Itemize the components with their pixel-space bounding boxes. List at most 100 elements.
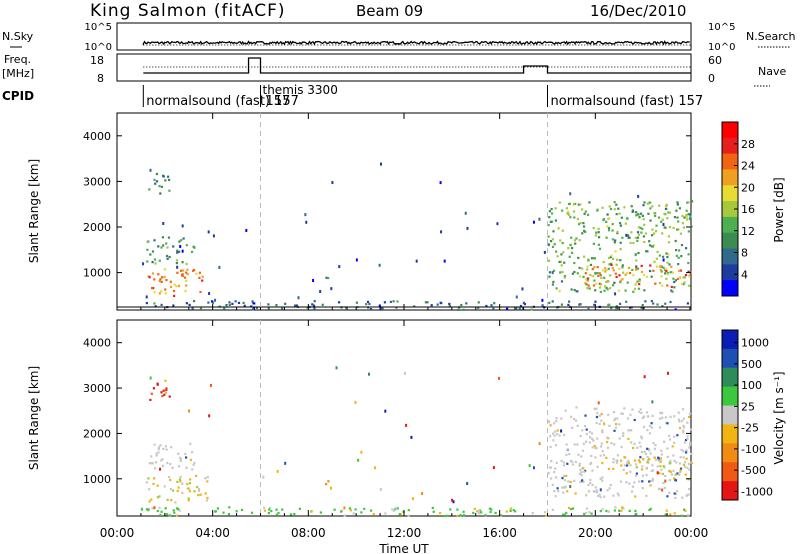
- echo-cell: [565, 511, 568, 514]
- echo-cell: [149, 398, 152, 401]
- echo-cell: [593, 303, 596, 306]
- echo-cell: [154, 461, 158, 464]
- echo-cell: [160, 246, 163, 249]
- echo-cell: [599, 510, 602, 513]
- echo-cell: [572, 203, 575, 206]
- echo-cell: [673, 477, 676, 480]
- echo-cell: [687, 493, 690, 496]
- echo-cell: [599, 477, 602, 480]
- colorbar-cell: [722, 462, 738, 482]
- echo-cell: [515, 307, 518, 310]
- echo-cell: [643, 223, 646, 226]
- echo-cell: [640, 411, 643, 415]
- echo-cell: [268, 506, 272, 509]
- echo-cell: [552, 230, 555, 233]
- echo-cell: [574, 202, 577, 205]
- echo-cell: [199, 493, 202, 496]
- echo-cell: [407, 514, 410, 517]
- echo-cell: [673, 280, 676, 284]
- echo-cell: [648, 449, 651, 452]
- echo-cell-isolated: [176, 265, 179, 269]
- echo-cell: [548, 216, 551, 219]
- echo-cell: [678, 462, 682, 465]
- echo-cell: [289, 513, 293, 516]
- y-tick-label: 4000: [83, 337, 111, 350]
- freq-label-1: Freq.: [4, 53, 31, 66]
- echo-cell: [690, 225, 693, 228]
- echo-cell: [187, 487, 190, 490]
- echo-cell: [190, 250, 194, 253]
- echo-cell-isolated: [603, 422, 606, 426]
- echo-cell: [664, 416, 667, 419]
- echo-cell: [632, 274, 635, 277]
- echo-cell: [606, 489, 609, 492]
- echo-cell: [679, 232, 682, 235]
- echo-cell: [607, 510, 610, 513]
- echo-cell: [562, 491, 565, 494]
- echo-cell: [685, 247, 688, 250]
- echo-cell: [430, 304, 433, 307]
- echo-cell: [165, 448, 168, 451]
- echo-cell: [620, 412, 623, 415]
- echo-cell: [555, 287, 558, 290]
- echo-cell: [597, 494, 600, 497]
- echo-cell: [563, 275, 567, 278]
- echo-cell: [457, 308, 460, 311]
- echo-cell: [571, 247, 574, 250]
- echo-cell: [584, 424, 587, 428]
- echo-cell: [613, 419, 616, 422]
- echo-cell: [582, 275, 585, 278]
- echo-cell: [649, 269, 652, 273]
- echo-cell: [561, 229, 564, 232]
- echo-cell: [634, 509, 637, 512]
- echo-cell: [594, 456, 597, 459]
- echo-cell: [574, 492, 577, 495]
- echo-cell: [642, 306, 645, 309]
- echo-cell: [587, 483, 590, 487]
- colorbar-tick-label: 100: [741, 379, 762, 392]
- echo-cell: [662, 255, 665, 258]
- echo-cell: [667, 253, 670, 256]
- echo-cell: [448, 302, 451, 305]
- echo-cell: [567, 247, 570, 250]
- echo-cell: [682, 431, 685, 434]
- echo-cell: [189, 478, 192, 481]
- cpid-segment-label: normalsound (fast) 157: [146, 94, 299, 109]
- echo-cell: [576, 443, 579, 446]
- echo-cell: [664, 474, 667, 478]
- echo-cell: [640, 306, 643, 309]
- echo-cell: [392, 509, 395, 512]
- echo-cell: [644, 452, 647, 456]
- echo-cell: [689, 215, 692, 218]
- echo-cell-isolated: [276, 469, 279, 473]
- echo-cell: [243, 304, 246, 307]
- echo-cell: [164, 445, 167, 448]
- echo-cell: [657, 216, 661, 219]
- echo-cell: [169, 478, 172, 482]
- echo-cell: [642, 426, 646, 429]
- echo-cell: [509, 509, 512, 512]
- echo-cell-isolated: [162, 221, 165, 225]
- colorbar-tick-label: -25: [741, 422, 759, 435]
- echo-cell: [157, 448, 160, 451]
- echo-cell: [176, 480, 179, 483]
- echo-cell: [591, 432, 594, 435]
- echo-cell: [612, 458, 615, 461]
- echo-cell: [586, 287, 589, 290]
- echo-cell: [169, 285, 173, 289]
- echo-cell: [686, 421, 689, 424]
- echo-cell: [172, 509, 175, 512]
- echo-cell: [554, 476, 558, 479]
- colorbar-tick-label: 8: [741, 247, 748, 260]
- echo-cell: [666, 422, 669, 425]
- echo-cell: [593, 444, 596, 448]
- echo-cell: [680, 514, 683, 517]
- echo-cell: [685, 457, 688, 460]
- echo-cell: [566, 462, 569, 465]
- echo-cell: [676, 216, 679, 219]
- echo-cell: [637, 226, 641, 229]
- echo-cell: [513, 307, 517, 310]
- y-tick-label: 3000: [83, 382, 111, 395]
- echo-cell-isolated: [666, 371, 669, 375]
- echo-cell: [206, 480, 209, 483]
